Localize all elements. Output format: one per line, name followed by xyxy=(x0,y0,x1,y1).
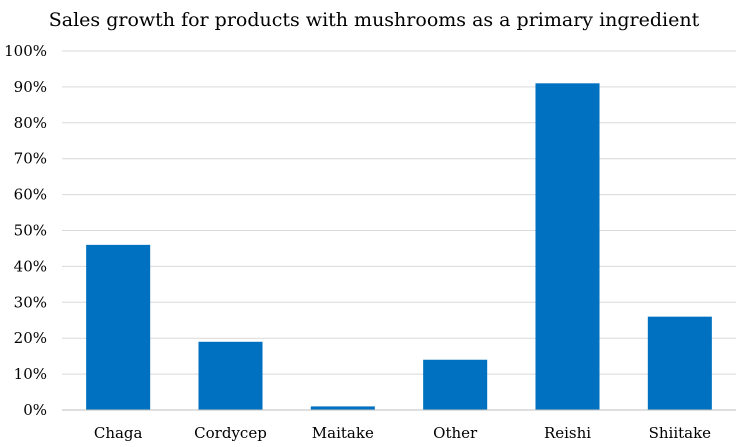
x-tick-label: Other xyxy=(433,424,478,442)
x-tick-label: Reishi xyxy=(544,424,591,442)
y-axis-tick-labels: 0% 10% 20% 30% 40% 50% 60% 70% 80% 90% 100% xyxy=(4,42,47,419)
y-tick-label: 70% xyxy=(14,150,47,168)
gridlines xyxy=(62,50,736,375)
y-tick-label: 60% xyxy=(14,186,47,204)
bar-reishi xyxy=(535,83,600,410)
x-axis-tick-labels: Chaga Cordycep Maitake Other Reishi Shiitake xyxy=(94,424,711,442)
y-tick-label: 50% xyxy=(14,222,47,240)
bar-other xyxy=(423,359,488,410)
chart-title: Sales growth for products with mushrooms… xyxy=(49,9,700,31)
x-tick-label: Cordycep xyxy=(194,424,267,442)
bar-cordycep xyxy=(198,341,263,410)
bar-shiitake xyxy=(647,316,712,410)
y-tick-label: 30% xyxy=(14,293,47,311)
y-tick-label: 20% xyxy=(14,329,47,347)
y-tick-label: 0% xyxy=(23,401,47,419)
y-tick-label: 40% xyxy=(14,257,47,275)
bar-maitake xyxy=(310,406,375,410)
y-tick-label: 100% xyxy=(4,42,47,60)
bars xyxy=(86,83,712,410)
bar-chaga xyxy=(86,244,151,410)
x-tick-label: Maitake xyxy=(312,424,374,442)
y-tick-label: 90% xyxy=(14,78,47,96)
y-tick-label: 10% xyxy=(14,365,47,383)
x-tick-label: Chaga xyxy=(94,424,143,442)
x-tick-label: Shiitake xyxy=(649,424,712,442)
y-tick-label: 80% xyxy=(14,114,47,132)
